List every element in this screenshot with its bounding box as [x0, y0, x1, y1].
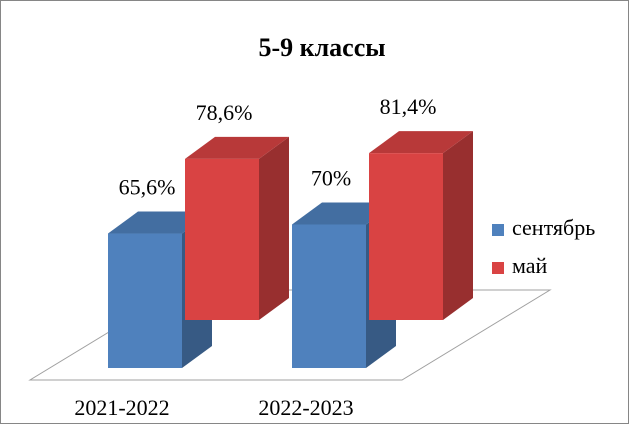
bar [292, 224, 366, 368]
bar-side [259, 136, 289, 320]
data-label: 81,4% [380, 94, 437, 119]
data-label: 65,6% [119, 175, 176, 200]
legend-swatch [492, 224, 504, 236]
data-label: 78,6% [196, 100, 253, 125]
chart-title: 5-9 классы [258, 33, 385, 62]
legend-swatch [492, 262, 504, 274]
bar [108, 233, 182, 368]
bar [185, 158, 259, 320]
legend-label: май [512, 253, 548, 278]
bar-top [369, 131, 473, 154]
bar-side [443, 131, 473, 320]
x-tick-label: 2021-2022 [74, 395, 169, 420]
bar-top [185, 136, 289, 159]
x-tick-label: 2022-2023 [258, 395, 353, 420]
bar [369, 153, 443, 320]
legend-label: сентябрь [512, 215, 595, 240]
data-label: 70% [311, 166, 351, 191]
